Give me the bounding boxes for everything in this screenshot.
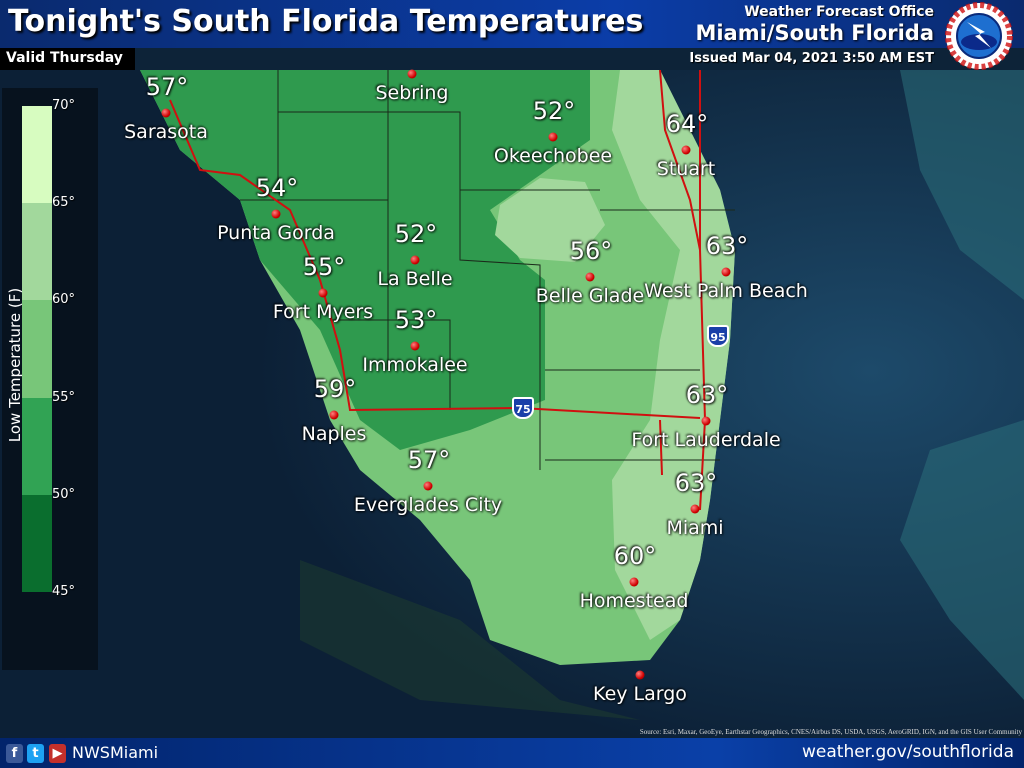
city-name-key-largo: Key Largo <box>593 683 687 705</box>
city-name-la-belle: La Belle <box>377 268 453 290</box>
city-marker-okeechobee <box>548 132 558 142</box>
social-handle[interactable]: NWSMiami <box>72 743 159 762</box>
temp-label-immokalee: 53° <box>394 306 438 334</box>
city-name-stuart: Stuart <box>656 158 716 180</box>
valid-bar <box>0 48 135 70</box>
city-marker-miami <box>690 504 700 514</box>
temp-label-fort-lauderdale: 63° <box>685 381 729 409</box>
city-name-fort-myers: Fort Myers <box>272 301 374 323</box>
issued-text: Issued Mar 04, 2021 3:50 AM EST <box>689 51 934 66</box>
temp-label-fort-myers: 55° <box>302 253 346 281</box>
city-marker-stuart <box>681 145 691 155</box>
temp-label-naples: 59° <box>313 375 357 403</box>
youtube-icon[interactable]: ▶ <box>49 744 66 763</box>
map-attribution: Source: Esri, Maxar, GeoEye, Earthstar G… <box>639 728 1022 736</box>
city-name-naples: Naples <box>301 423 367 445</box>
i75-shield: 75 <box>512 397 534 419</box>
temp-label-belle-glade: 56° <box>569 237 613 265</box>
website-link[interactable]: weather.gov/southflorida <box>802 742 1014 762</box>
temp-label-stuart: 64° <box>665 110 709 138</box>
temp-label-punta-gorda: 54° <box>255 174 299 202</box>
city-marker-everglades-city <box>423 481 433 491</box>
highways <box>169 69 707 511</box>
footer: f t ▶ NWSMiami weather.gov/southflorida <box>0 738 1024 768</box>
twitter-icon[interactable]: t <box>27 744 44 763</box>
legend-swatch-65-70 <box>22 106 52 203</box>
city-name-punta-gorda: Punta Gorda <box>217 222 335 244</box>
legend: Low Temperature (F) 70° 65° 60° 55° 50° … <box>2 88 98 670</box>
city-name-belle-glade: Belle Glade <box>535 285 645 307</box>
temp-label-sarasota: 57° <box>145 73 189 101</box>
zone-50-55 <box>140 70 590 450</box>
city-marker-sebring <box>407 69 417 79</box>
county-lines <box>240 70 735 470</box>
page-title: Tonight's South Florida Temperatures <box>8 4 644 39</box>
city-marker-immokalee <box>410 341 420 351</box>
valid-text: Valid Thursday <box>6 50 123 66</box>
temp-label-homestead: 60° <box>613 542 657 570</box>
header: Tonight's South Florida Temperatures Wea… <box>0 0 1024 48</box>
facebook-icon[interactable]: f <box>6 744 23 763</box>
temp-label-everglades-city: 57° <box>407 446 451 474</box>
city-name-fort-lauderdale: Fort Lauderdale <box>631 429 781 451</box>
city-name-sebring: Sebring <box>375 82 449 104</box>
temp-label-west-palm-beach: 63° <box>705 232 749 260</box>
city-marker-fort-myers <box>318 288 328 298</box>
i95-shield: 95 <box>707 325 729 347</box>
city-name-okeechobee: Okeechobee <box>493 145 613 167</box>
city-name-west-palm-beach: West Palm Beach <box>644 280 808 302</box>
zone-lake-okeechobee <box>495 178 605 262</box>
temp-label-miami: 63° <box>674 469 718 497</box>
temp-label-la-belle: 52° <box>394 220 438 248</box>
city-name-sarasota: Sarasota <box>124 121 208 143</box>
city-marker-homestead <box>629 577 639 587</box>
city-name-immokalee: Immokalee <box>362 354 468 376</box>
temperature-map <box>0 69 1024 738</box>
legend-swatch-55-60 <box>22 300 52 398</box>
legend-swatch-50-55 <box>22 398 52 495</box>
legend-tick: 55° <box>52 390 76 405</box>
office-name: Miami/South Florida <box>695 21 934 45</box>
city-name-everglades-city: Everglades City <box>353 494 503 516</box>
legend-tick: 45° <box>52 584 76 599</box>
map-area <box>0 69 1024 738</box>
city-marker-fort-lauderdale <box>701 416 711 426</box>
legend-swatch-45-50 <box>22 495 52 592</box>
city-marker-punta-gorda <box>271 209 281 219</box>
city-marker-belle-glade <box>585 272 595 282</box>
bahamas-bank-south <box>900 420 1024 700</box>
city-marker-sarasota <box>161 108 171 118</box>
legend-tick: 65° <box>52 195 76 210</box>
legend-tick: 60° <box>52 292 76 307</box>
legend-tick: 50° <box>52 487 76 502</box>
city-marker-la-belle <box>410 255 420 265</box>
legend-swatch-60-65 <box>22 203 52 300</box>
city-marker-naples <box>329 410 339 420</box>
florida-bay <box>300 560 640 720</box>
city-marker-west-palm-beach <box>721 267 731 277</box>
city-name-homestead: Homestead <box>579 590 689 612</box>
temp-label-okeechobee: 52° <box>532 97 576 125</box>
nws-logo-icon <box>945 2 1013 70</box>
office-label: Weather Forecast Office <box>744 4 934 20</box>
legend-tick: 70° <box>52 98 76 113</box>
city-name-miami: Miami <box>666 517 724 539</box>
zone-60-65 <box>612 70 735 640</box>
city-marker-key-largo <box>635 670 645 680</box>
bahamas-bank <box>900 70 1024 300</box>
